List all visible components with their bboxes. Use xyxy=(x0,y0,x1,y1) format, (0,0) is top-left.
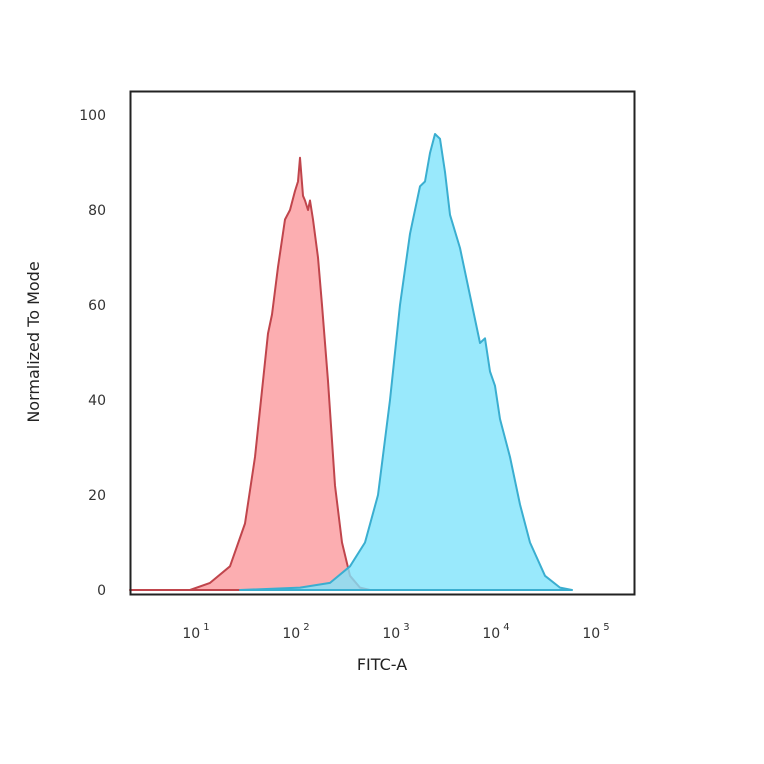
x-axis-ticks: 10 1 10 2 10 3 10 4 10 5 xyxy=(182,622,609,642)
x-tick-label: 10 2 xyxy=(282,622,309,642)
plot-frame xyxy=(129,90,636,596)
x-tick-label: 10 3 xyxy=(382,622,409,642)
y-axis-ticks: 0 20 40 60 80 100 xyxy=(79,108,106,599)
y-tick-label: 40 xyxy=(88,393,106,409)
y-tick-label: 80 xyxy=(88,203,106,219)
x-tick-label: 10 1 xyxy=(182,622,209,642)
histogram-control xyxy=(129,156,371,591)
y-tick-label: 20 xyxy=(88,488,106,504)
y-tick-label: 60 xyxy=(88,298,106,314)
histogram-stained xyxy=(239,133,573,591)
x-tick-label: 10 4 xyxy=(482,622,509,642)
y-tick-label: 0 xyxy=(97,583,106,599)
y-axis-label: Normalized To Mode xyxy=(24,261,43,422)
histogram-series xyxy=(129,133,573,591)
x-tick-label: 10 5 xyxy=(582,622,609,642)
x-axis-label: FITC-A xyxy=(357,655,407,674)
y-tick-label: 100 xyxy=(79,108,106,124)
